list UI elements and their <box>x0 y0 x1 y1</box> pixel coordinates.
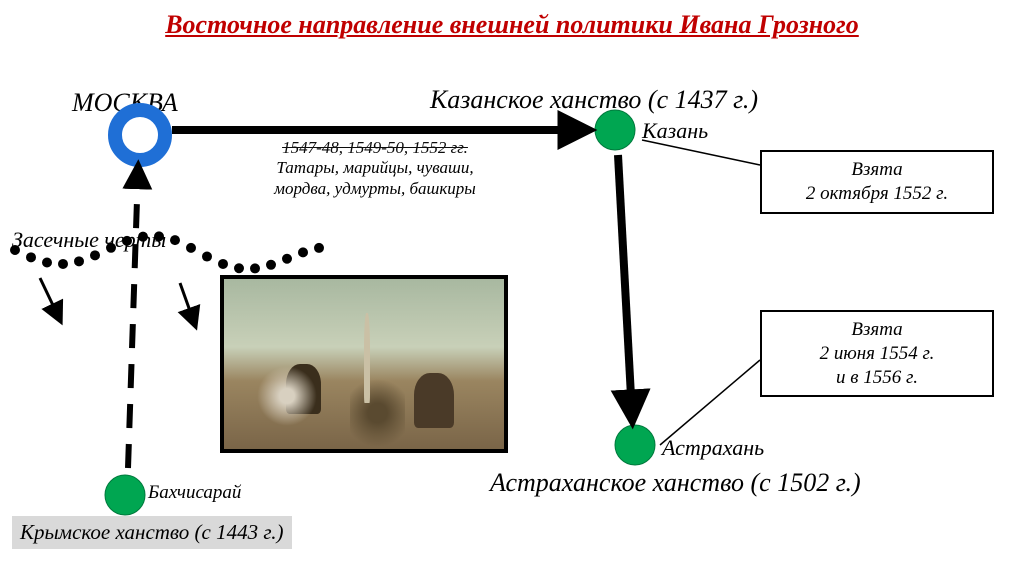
campaign-years: 1547-48, 1549-50, 1552 гг. <box>230 138 520 158</box>
astrakhan-label: Астрахань <box>662 435 764 461</box>
astrakhan-taken-box: Взята 2 июня 1554 г. и в 1556 г. <box>760 310 994 397</box>
page-title: Восточное направление внешней политики И… <box>0 10 1024 40</box>
kazan-label: Казань <box>642 118 708 144</box>
bakhchisaray-label: Бахчисарай <box>148 482 241 504</box>
crimean-khanate-box: Крымское ханство (с 1443 г.) <box>12 516 292 549</box>
historical-painting <box>220 275 508 453</box>
moscow-label: МОСКВА <box>72 88 178 118</box>
zaseki-label: Засечные черты <box>12 227 166 253</box>
campaign-annotation: 1547-48, 1549-50, 1552 гг. Татары, марий… <box>230 138 520 199</box>
campaign-peoples: Татары, марийцы, чуваши, мордва, удмурты… <box>230 158 520 199</box>
kazan-taken-box: Взята 2 октября 1552 г. <box>760 150 994 214</box>
kazan-khanate-label: Казанское ханство (с 1437 г.) <box>430 85 758 115</box>
astrakhan-khanate-label: Астраханское ханство (с 1502 г.) <box>490 468 861 498</box>
